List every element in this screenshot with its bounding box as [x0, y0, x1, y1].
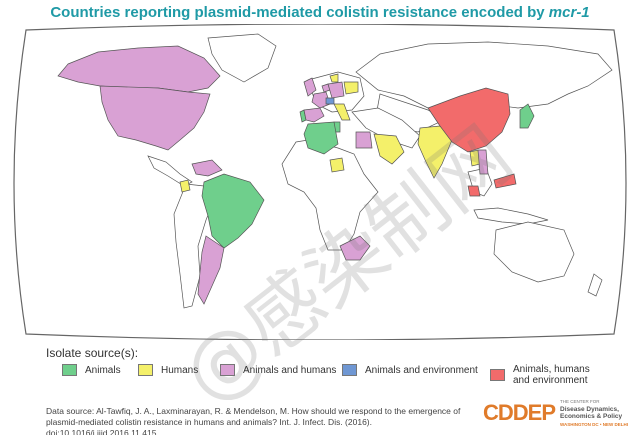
data-source-line-2: plasmid-mediated colistin resistance in …	[46, 417, 372, 435]
legend-item-animals: Animals	[62, 364, 121, 376]
country-ecuador	[179, 179, 191, 193]
country-venezuela	[191, 159, 223, 177]
legend-swatch-humans	[138, 364, 153, 376]
country-nigeria	[329, 157, 345, 173]
legend-item-animals-humans: Animals and humans	[220, 364, 336, 376]
legend-label-animals-humans-environment: Animals, humans and environment	[513, 364, 590, 386]
legend-swatch-animals-humans-environment	[490, 369, 505, 381]
data-source: Data source: Al-Tawfiq, J. A., Laxminara…	[46, 406, 466, 435]
legend-swatch-animals-environment	[342, 364, 357, 376]
logo-word: CDDEP	[483, 400, 556, 425]
country-canada	[57, 45, 221, 93]
legend-item-animals-humans-environment: Animals, humans and environment	[490, 364, 590, 386]
logo-line-2: Economics & Policy	[560, 413, 623, 420]
other-land	[147, 33, 613, 309]
legend-item-humans: Humans	[138, 364, 198, 376]
greenland	[207, 33, 277, 83]
country-vietnam	[477, 149, 489, 175]
middle-east	[351, 107, 421, 149]
legend-swatch-animals-humans	[220, 364, 235, 376]
legend-label-animals: Animals	[85, 364, 121, 376]
country-south-africa	[339, 235, 371, 261]
country-japan	[519, 103, 535, 129]
data-source-line-1: Data source: Al-Tawfiq, J. A., Laxminara…	[46, 406, 461, 416]
russia	[355, 41, 613, 113]
world-map: @感染制网	[8, 24, 632, 421]
country-italy	[333, 103, 351, 121]
country-switzerland	[325, 97, 335, 105]
country-china	[427, 87, 511, 153]
logo-small: THE CENTER FOR	[560, 399, 600, 404]
legend-item-animals-environment: Animals and environment	[342, 364, 478, 376]
reporting-countries	[57, 45, 535, 305]
country-united-kingdom	[303, 77, 317, 97]
legend-label-animals-environment: Animals and environment	[365, 364, 478, 376]
country-poland	[343, 81, 359, 95]
australia	[493, 221, 575, 283]
logo-tag: WASHINGTON DC • NEW DELHI	[560, 421, 629, 427]
map-title-gene: mcr-1	[548, 4, 590, 21]
map-title-main: Countries reporting plasmid-mediated col…	[50, 4, 549, 21]
legend-label-animals-humans: Animals and humans	[243, 364, 337, 376]
indonesia	[473, 207, 549, 225]
country-argentina	[197, 235, 225, 305]
logo-line-1: Disease Dynamics,	[560, 405, 619, 413]
country-germany	[327, 81, 345, 99]
country-united-states	[99, 85, 211, 151]
country-malaysia	[467, 173, 517, 197]
country-egypt	[355, 131, 373, 149]
country-denmark	[329, 73, 339, 83]
legend-title: Isolate source(s):	[46, 346, 139, 360]
world-map-svg	[13, 24, 627, 340]
map-title: Countries reporting plasmid-mediated col…	[0, 4, 640, 21]
new-zealand	[587, 273, 603, 297]
country-spain	[303, 107, 325, 123]
country-brazil	[201, 173, 265, 249]
cddep-logo: CDDEP THE CENTER FOR Disease Dynamics, E…	[483, 398, 628, 428]
legend-label-humans: Humans	[161, 364, 199, 376]
country-algeria	[303, 121, 339, 155]
country-saudi-arabia	[373, 133, 405, 165]
logo-text: THE CENTER FOR Disease Dynamics, Economi…	[560, 398, 628, 428]
legend-swatch-animals	[62, 364, 77, 376]
legend: Animals Humans Animals and humans Animal…	[62, 364, 622, 386]
